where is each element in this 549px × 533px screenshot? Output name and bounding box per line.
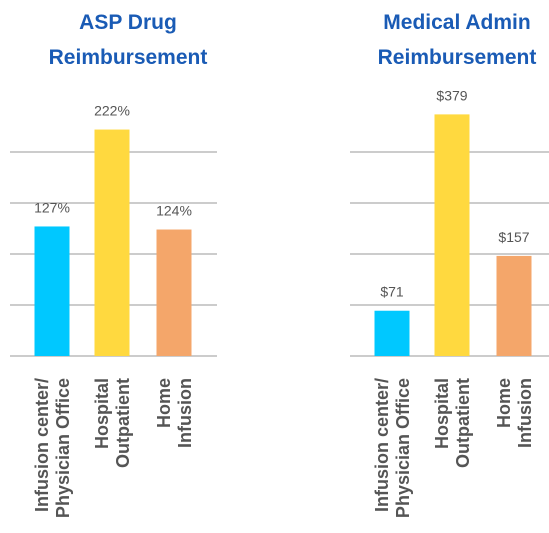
chart: ASP Drug Reimbursement 127% Infusion center… (10, 11, 217, 518)
chart-title: ASP Drug (79, 11, 177, 34)
chart-title: Medical Admin (383, 11, 530, 34)
value-label: $379 (436, 87, 467, 103)
value-label: $157 (498, 229, 529, 245)
x-tick-label-line: Physician Office (393, 378, 413, 518)
x-tick-label-line: Hospital (432, 378, 452, 449)
x-tick-label-line: Outpatient (453, 378, 473, 468)
x-tick-label: HospitalOutpatient (92, 378, 133, 468)
x-tick-label-line: Outpatient (113, 378, 133, 468)
bar (374, 310, 410, 356)
x-tick-label: Infusion center/Physician Office (32, 378, 73, 518)
bar (434, 114, 470, 356)
bar (156, 229, 192, 356)
x-tick-label-line: Hospital (92, 378, 112, 449)
x-tick-label-line: Home (494, 378, 514, 428)
bar (34, 226, 70, 356)
x-tick-label: Infusion center/Physician Office (372, 378, 413, 518)
x-tick-label-line: Physician Office (53, 378, 73, 518)
x-tick-label: HomeInfusion (494, 378, 535, 448)
x-tick-label: HomeInfusion (154, 378, 195, 448)
chart: Medical Admin Reimbursement $71 Infusion ce… (350, 11, 549, 518)
value-label: 127% (34, 199, 70, 215)
chart-title: Reimbursement (378, 46, 537, 69)
value-label: 222% (94, 103, 130, 119)
x-tick-label-line: Home (154, 378, 174, 428)
x-tick-label: HospitalOutpatient (432, 378, 473, 468)
value-label: 124% (156, 203, 192, 219)
bar (94, 129, 130, 356)
x-tick-label-line: Infusion (175, 378, 195, 448)
x-tick-label-line: Infusion (515, 378, 535, 448)
x-tick-label-line: Infusion center/ (32, 378, 52, 512)
chart-title: Reimbursement (49, 46, 208, 69)
bar (496, 255, 532, 356)
value-label: $71 (380, 284, 404, 300)
x-tick-label-line: Infusion center/ (372, 378, 392, 512)
